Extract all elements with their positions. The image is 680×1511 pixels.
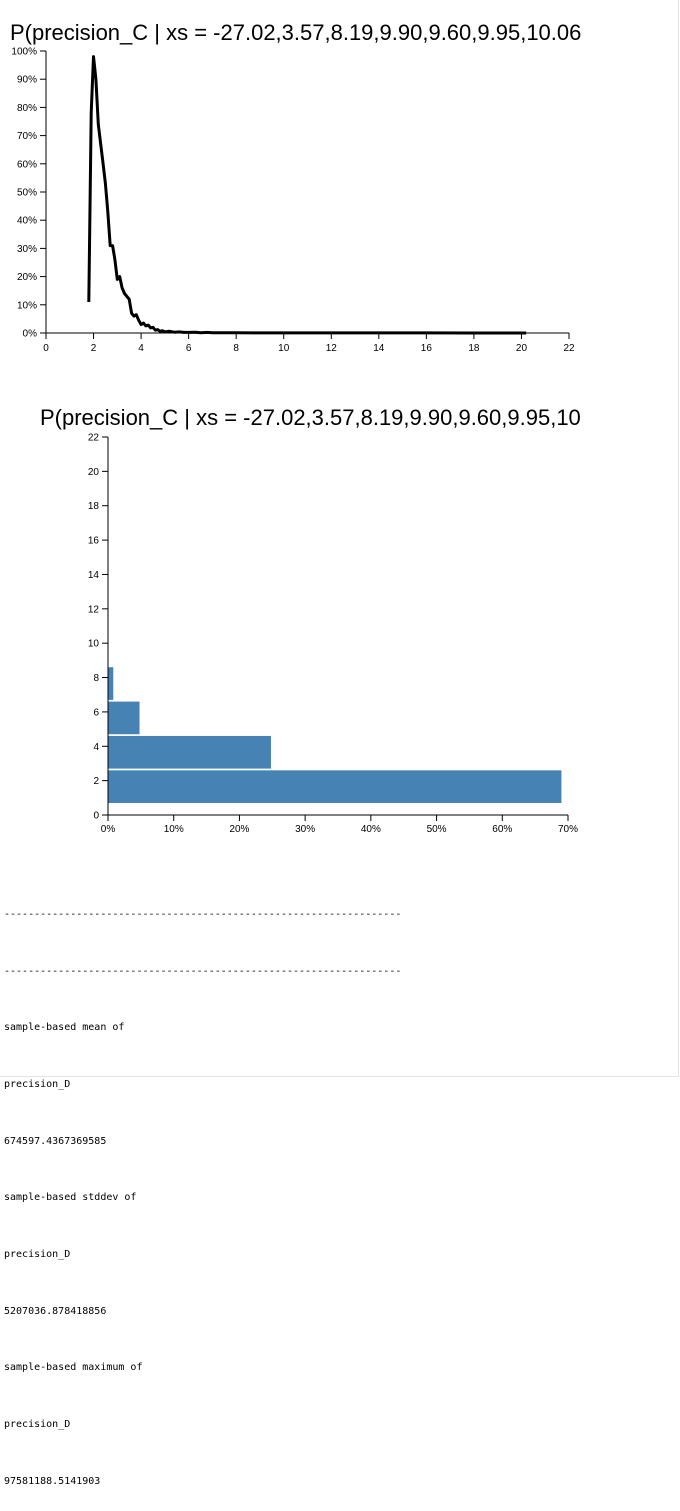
chart-title: P(precision_C | xs = -27.02,3.57,8.19,9.… — [10, 20, 581, 45]
x-tick-label: 4 — [138, 343, 144, 354]
histogram-bar-chart: P(precision_C | xs = -27.02,3.57,8.19,9.… — [40, 405, 581, 835]
x-tick-label: 6 — [186, 343, 192, 354]
y-tick-label: 16 — [88, 536, 100, 547]
y-tick-label: 80% — [17, 103, 37, 114]
density-line-chart: P(precision_C | xs = -27.02,3.57,8.19,9.… — [10, 20, 581, 354]
y-tick-label: 50% — [17, 188, 37, 199]
x-tick-label: 50% — [427, 824, 447, 835]
y-tick-label: 20 — [88, 467, 100, 478]
y-tick-label: 4 — [93, 742, 99, 753]
x-tick-label: 30% — [295, 824, 315, 835]
x-tick-label: 40% — [361, 824, 381, 835]
x-tick-label: 22 — [563, 343, 575, 354]
y-tick-label: 60% — [17, 159, 37, 170]
x-tick-label: 8 — [233, 343, 239, 354]
x-tick-label: 20 — [516, 343, 528, 354]
histogram-bar — [108, 770, 562, 803]
y-tick-label: 10% — [17, 300, 37, 311]
x-tick-label: 10 — [278, 343, 290, 354]
console-output: ----------------------------------------… — [4, 868, 401, 1511]
x-tick-label: 10% — [164, 824, 184, 835]
y-tick-label: 100% — [11, 47, 37, 58]
stddev-value: 5207036.878418856 — [4, 1305, 107, 1317]
mean-label: sample-based mean of — [4, 1022, 125, 1034]
x-tick-label: 70% — [558, 824, 578, 835]
max-variable: precision_D — [4, 1419, 71, 1431]
stddev-label: sample-based stddev of — [4, 1192, 137, 1204]
x-tick-label: 12 — [326, 343, 338, 354]
y-tick-label: 2 — [93, 776, 99, 787]
histogram-bar — [108, 667, 114, 700]
y-tick-label: 8 — [93, 673, 99, 684]
y-tick-label: 6 — [93, 707, 99, 718]
y-tick-label: 12 — [88, 604, 100, 615]
histogram-bar — [108, 735, 271, 769]
separator-line: ----------------------------------------… — [4, 908, 402, 920]
y-tick-label: 0 — [93, 811, 99, 822]
y-tick-label: 70% — [17, 131, 37, 142]
histogram-bar — [108, 701, 140, 735]
y-tick-label: 14 — [88, 570, 100, 581]
y-tick-label: 18 — [88, 501, 100, 512]
x-tick-label: 0 — [43, 343, 49, 354]
chart-title: P(precision_C | xs = -27.02,3.57,8.19,9.… — [40, 405, 581, 430]
x-tick-label: 14 — [373, 343, 385, 354]
stddev-variable: precision_D — [4, 1249, 71, 1261]
y-tick-label: 40% — [17, 216, 37, 227]
y-tick-label: 22 — [88, 433, 100, 444]
x-tick-label: 18 — [468, 343, 480, 354]
max-label: sample-based maximum of — [4, 1362, 143, 1374]
y-tick-label: 30% — [17, 244, 37, 255]
mean-value: 674597.4367369585 — [4, 1135, 107, 1147]
x-tick-label: 60% — [492, 824, 512, 835]
x-tick-label: 20% — [229, 824, 249, 835]
y-tick-label: 20% — [17, 272, 37, 283]
max-value: 97581188.5141903 — [4, 1475, 101, 1487]
x-tick-label: 16 — [421, 343, 433, 354]
y-tick-label: 90% — [17, 75, 37, 86]
y-tick-label: 0% — [23, 329, 38, 340]
x-tick-label: 0% — [101, 824, 116, 835]
y-tick-label: 10 — [88, 639, 100, 650]
separator-line: ----------------------------------------… — [4, 965, 402, 977]
mean-variable: precision_D — [4, 1078, 71, 1090]
density-series-line — [87, 55, 527, 335]
x-tick-label: 2 — [91, 343, 97, 354]
